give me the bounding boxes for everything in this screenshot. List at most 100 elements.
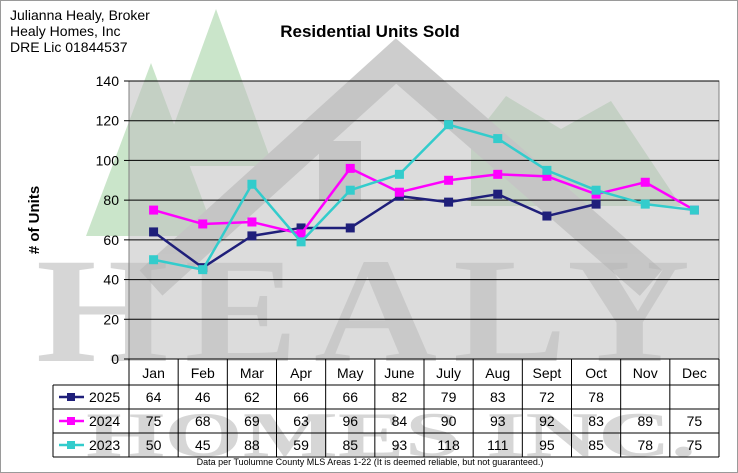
y-tick-label: 0: [111, 351, 119, 367]
watermark-word-homes: HOMES INC.: [86, 399, 696, 470]
table-cell-value: 79: [441, 389, 457, 405]
legend-key-marker: [67, 441, 75, 449]
x-category-label: Jan: [142, 365, 165, 381]
data-point-marker: [444, 197, 454, 207]
data-point-marker: [444, 175, 454, 185]
table-cell-value: 45: [195, 437, 211, 453]
table-cell-value: 95: [539, 437, 555, 453]
data-point-marker: [345, 163, 355, 173]
x-category-label: Apr: [290, 365, 312, 381]
legend-series-name: 2024: [89, 413, 120, 429]
plot-area: [128, 80, 720, 360]
data-point-marker: [247, 217, 257, 227]
y-axis-title: # of Units: [26, 186, 43, 254]
table-cell-value: 75: [687, 437, 703, 453]
data-point-marker: [444, 120, 454, 130]
data-point-marker: [493, 169, 503, 179]
y-tick-label: 120: [96, 113, 120, 129]
table-cell-value: 63: [293, 413, 309, 429]
table-cell-value: 72: [539, 389, 555, 405]
table-cell-value: 93: [490, 413, 506, 429]
table-cell-value: 82: [392, 389, 408, 405]
table-cell-value: 89: [637, 413, 653, 429]
data-point-marker: [198, 265, 208, 275]
table-cell-value: 85: [588, 437, 604, 453]
chart-title: Residential Units Sold: [280, 22, 460, 41]
table-cell-value: 46: [195, 389, 211, 405]
data-point-marker: [296, 223, 306, 233]
x-category-label: Mar: [240, 365, 264, 381]
data-point-marker: [542, 211, 552, 221]
x-category-label: Aug: [485, 365, 510, 381]
x-category-label: Sept: [533, 365, 562, 381]
table-cell-value: 83: [490, 389, 506, 405]
data-point-marker: [394, 187, 404, 197]
table-cell-value: 66: [293, 389, 309, 405]
legend-key-marker: [67, 393, 75, 401]
table-cell-value: 69: [244, 413, 260, 429]
table-cell-value: 78: [588, 389, 604, 405]
legend-series-name: 2023: [89, 437, 120, 453]
x-category-label: Oct: [585, 365, 607, 381]
data-point-marker: [149, 205, 159, 215]
data-point-marker: [493, 189, 503, 199]
y-tick-label: 40: [103, 272, 119, 288]
table-cell-value: 66: [342, 389, 358, 405]
data-point-marker: [640, 199, 650, 209]
data-point-marker: [591, 185, 601, 195]
y-tick-label: 140: [96, 73, 120, 89]
table-cell-value: 75: [687, 413, 703, 429]
table-cell-value: 96: [342, 413, 358, 429]
y-tick-label: 100: [96, 152, 120, 168]
data-point-marker: [345, 185, 355, 195]
data-point-marker: [247, 231, 257, 241]
table-cell-value: 118: [437, 437, 460, 453]
data-point-marker: [149, 227, 159, 237]
table-cell-value: 92: [539, 413, 555, 429]
broker-license: DRE Lic 01844537: [10, 39, 128, 55]
broker-company: Healy Homes, Inc: [10, 23, 121, 39]
data-point-marker: [640, 177, 650, 187]
data-point-marker: [689, 205, 699, 215]
data-point-marker: [198, 219, 208, 229]
table-cell-value: 50: [146, 437, 162, 453]
y-tick-label: 20: [103, 311, 119, 327]
x-category-label: July: [436, 365, 461, 381]
table-cell-value: 59: [293, 437, 309, 453]
data-point-marker: [542, 171, 552, 181]
table-cell-value: 84: [392, 413, 408, 429]
data-point-marker: [345, 223, 355, 233]
series-line: [152, 192, 597, 269]
table-cell-value: 68: [195, 413, 211, 429]
table-cell-value: 64: [146, 389, 162, 405]
data-source-footnote: Data per Tuolumne County MLS Areas 1-22 …: [196, 457, 544, 467]
data-point-marker: [394, 169, 404, 179]
legend-series-name: 2025: [89, 389, 120, 405]
table-cell-value: 111: [487, 437, 508, 453]
table-cell-value: 88: [244, 437, 260, 453]
legend-key-marker: [67, 417, 75, 425]
table-cell-value: 75: [146, 413, 162, 429]
series-line: [153, 123, 695, 271]
data-point-marker: [493, 134, 503, 144]
table-cell-value: 78: [637, 437, 653, 453]
data-point-marker: [591, 199, 601, 209]
y-tick-label: 80: [103, 192, 119, 208]
y-tick-label: 60: [103, 232, 119, 248]
table-cell-value: 93: [392, 437, 408, 453]
broker-name: Julianna Healy, Broker: [10, 7, 150, 23]
data-point-marker: [296, 237, 306, 247]
data-point-marker: [542, 165, 552, 175]
table-cell-value: 83: [588, 413, 604, 429]
x-category-label: Feb: [191, 365, 215, 381]
x-category-label: June: [384, 365, 415, 381]
table-cell-value: 90: [441, 413, 457, 429]
data-point-marker: [149, 255, 159, 265]
table-cell-value: 62: [244, 389, 260, 405]
data-point-marker: [247, 179, 257, 189]
table-cell-value: 85: [342, 437, 358, 453]
x-category-label: May: [337, 365, 363, 381]
x-category-label: Nov: [633, 365, 658, 381]
